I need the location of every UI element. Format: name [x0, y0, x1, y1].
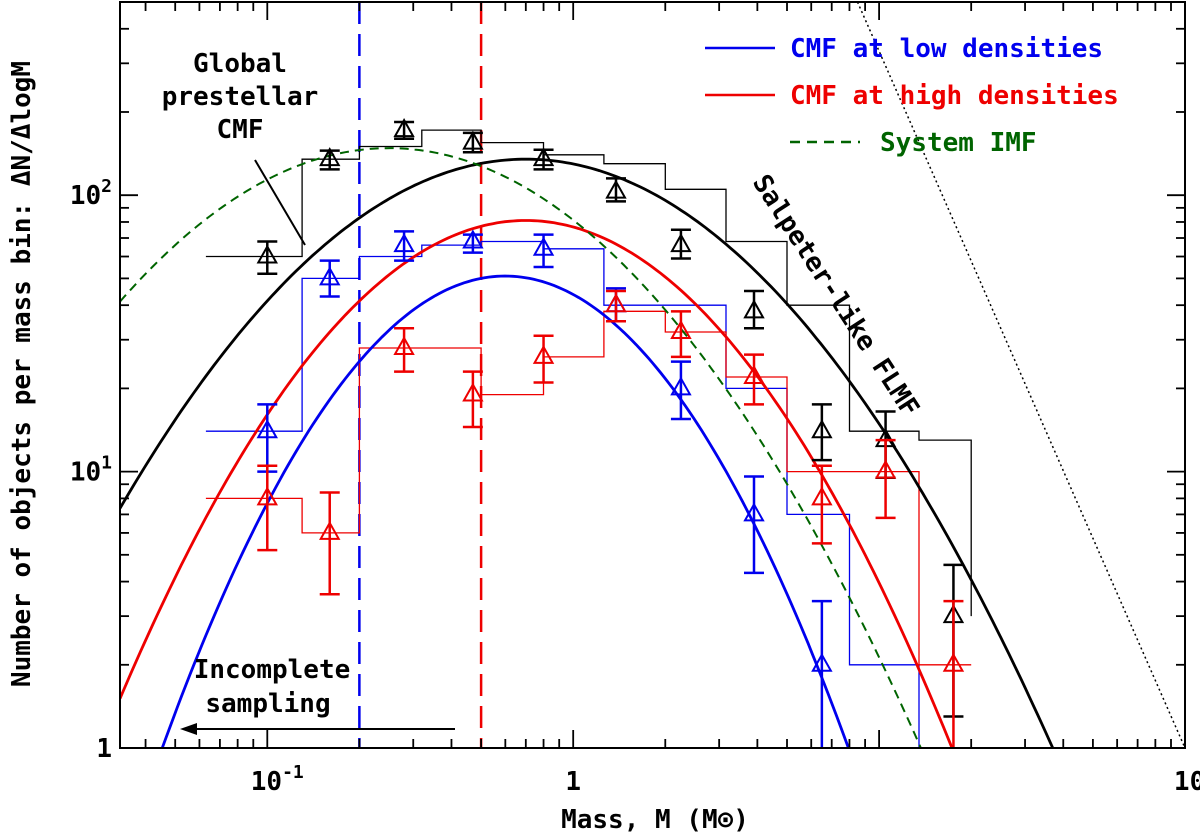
legend-label-imf: System IMF	[880, 128, 1037, 158]
data-point-2-1	[319, 520, 341, 540]
incomplete-line2: sampling	[205, 689, 330, 719]
salpeter-line	[856, 2, 1185, 748]
data-point-2-4	[532, 344, 555, 364]
y-tick-label-2: 102	[70, 176, 112, 211]
data-point-2-8	[811, 486, 833, 506]
data-point-2-10	[942, 652, 965, 672]
curve-0	[120, 157, 1055, 748]
curve-1	[160, 274, 850, 748]
incomplete-annotation: Incomplete sampling	[180, 655, 455, 735]
data-point-2-3	[462, 382, 484, 402]
x-tick-label-0: 10-1	[251, 762, 304, 797]
global-label-line2: prestellar	[162, 82, 319, 112]
data-point-0-5	[605, 179, 627, 199]
y-axis-label: Number of objects per mass bin: ΔN/ΔlogM	[7, 61, 37, 687]
curve-3	[120, 147, 922, 748]
x-tick-label-1: 1	[565, 767, 581, 797]
salpeter-label: Salpeter-like FLMF	[746, 169, 925, 422]
legend: CMF at low densities CMF at high densiti…	[705, 34, 1119, 158]
data-point-0-0	[256, 244, 278, 264]
data-point-0-8	[811, 419, 833, 439]
global-label-line3: CMF	[217, 115, 264, 145]
data-point-0-7	[743, 299, 765, 319]
data-point-0-6	[670, 233, 692, 253]
data-point-1-8	[811, 652, 833, 672]
histogram-1	[205, 240, 920, 748]
data-point-1-2	[393, 233, 415, 253]
data-point-2-6	[670, 319, 692, 339]
data-point-0-4	[532, 147, 555, 167]
plot-frame	[119, 1, 1186, 749]
legend-label-low: CMF at low densities	[790, 34, 1103, 64]
curve-2	[120, 219, 954, 748]
data-point-2-7	[743, 364, 765, 384]
data-point-1-6	[670, 376, 692, 396]
legend-label-high: CMF at high densities	[790, 81, 1119, 111]
data-point-2-2	[393, 335, 415, 356]
data-point-2-0	[256, 486, 278, 506]
incomplete-line1: Incomplete	[194, 655, 351, 685]
data-point-0-2	[393, 118, 415, 138]
global-label-pointer	[254, 159, 306, 246]
y-tick-label-0: 1	[96, 734, 112, 764]
data-point-2-5	[605, 293, 627, 313]
data-point-1-3	[462, 229, 484, 249]
incomplete-arrow-head	[180, 723, 197, 735]
histogram-0	[205, 129, 972, 617]
data-point-2-9	[874, 459, 897, 479]
global-label-line1: Global	[193, 49, 287, 79]
data-point-0-1	[319, 147, 341, 167]
data-point-1-1	[319, 266, 341, 286]
data-point-1-4	[532, 236, 555, 256]
data-point-1-7	[743, 502, 765, 522]
data-point-0-3	[462, 130, 484, 150]
data-point-1-0	[256, 419, 278, 439]
y-tick-label-1: 101	[70, 453, 112, 488]
x-tick-label-2: 102	[1174, 762, 1200, 797]
x-axis-label: Mass, M (M⊙)	[561, 805, 749, 835]
global-cmf-annotation: Global prestellar CMF	[162, 49, 319, 246]
